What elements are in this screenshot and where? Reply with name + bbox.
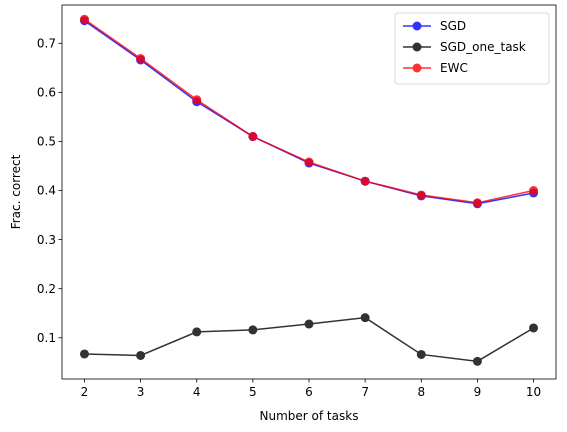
legend-box	[394, 12, 550, 85]
data-point-ewc	[192, 95, 202, 105]
legend-label: SGD_one_task	[440, 40, 526, 54]
data-point-ewc	[248, 132, 258, 142]
y-tick-label: 0.3	[37, 233, 56, 247]
x-tick-label: 6	[305, 385, 313, 399]
data-point-sgd-one-task	[136, 350, 146, 360]
y-tick-label: 0.5	[37, 135, 56, 149]
data-point-sgd-one-task	[416, 349, 426, 359]
data-point-sgd-one-task	[304, 319, 314, 329]
x-tick-label: 2	[81, 385, 89, 399]
data-point-sgd-one-task	[472, 356, 482, 366]
data-point-sgd-one-task	[529, 323, 539, 333]
data-point-ewc	[360, 176, 370, 186]
data-point-ewc	[416, 190, 426, 200]
data-point-sgd-one-task	[248, 325, 258, 335]
y-tick-label: 0.4	[37, 184, 56, 198]
data-point-ewc	[472, 198, 482, 208]
legend-swatch	[403, 42, 431, 52]
data-point-ewc	[79, 14, 89, 24]
legend-item-sgd-one-task: SGD_one_task	[403, 40, 526, 54]
data-point-sgd-one-task	[360, 313, 370, 323]
y-tick-label: 0.6	[37, 86, 56, 100]
x-axis: 2 3 4 5 6 7 8 9 10	[81, 379, 541, 399]
legend-label: SGD	[440, 19, 466, 33]
y-axis-label: Frac. correct	[9, 154, 23, 229]
data-point-sgd-one-task	[79, 349, 89, 359]
x-axis-label: Number of tasks	[260, 409, 359, 423]
legend: SGD SGD_one_task EWC	[394, 12, 550, 85]
x-tick-label: 5	[249, 385, 257, 399]
x-tick-label: 3	[137, 385, 145, 399]
x-tick-label: 10	[526, 385, 541, 399]
series-layer	[79, 14, 539, 366]
legend-swatch	[403, 21, 431, 31]
data-point-ewc	[529, 186, 539, 196]
series-ewc	[79, 14, 539, 208]
data-point-ewc	[304, 157, 314, 167]
data-point-ewc	[136, 53, 146, 63]
x-tick-label: 4	[193, 385, 201, 399]
x-tick-label: 7	[361, 385, 369, 399]
legend-label: EWC	[440, 61, 468, 75]
legend-item-ewc: EWC	[403, 61, 468, 75]
y-tick-label: 0.7	[37, 36, 56, 50]
data-point-sgd-one-task	[192, 327, 202, 337]
y-axis: 0.1 0.2 0.3 0.4 0.5 0.6 0.7	[37, 36, 62, 345]
legend-item-sgd: SGD	[403, 19, 466, 33]
series-sgd-one-task	[79, 313, 539, 366]
x-tick-label: 8	[417, 385, 425, 399]
x-tick-label: 9	[474, 385, 482, 399]
legend-swatch	[403, 63, 431, 73]
y-tick-label: 0.1	[37, 331, 56, 345]
y-tick-label: 0.2	[37, 282, 56, 296]
